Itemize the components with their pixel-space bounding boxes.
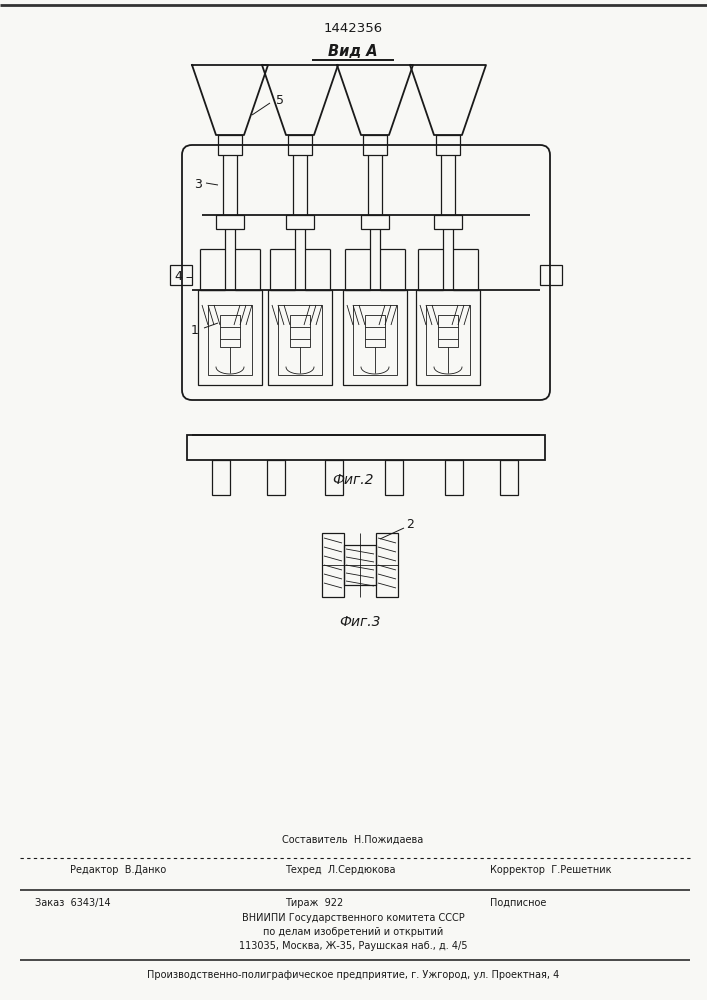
Text: Составитель  Н.Пожидаева: Составитель Н.Пожидаева bbox=[282, 835, 423, 845]
Text: Подписное: Подписное bbox=[490, 898, 547, 908]
Text: 5: 5 bbox=[276, 94, 284, 106]
Text: Производственно-полиграфическое предприятие, г. Ужгород, ул. Проектная, 4: Производственно-полиграфическое предприя… bbox=[147, 970, 559, 980]
Bar bbox=[268, 290, 332, 385]
Bar bbox=[436, 135, 460, 155]
Bar bbox=[353, 305, 397, 375]
Bar bbox=[286, 215, 314, 229]
Text: Фиг.2: Фиг.2 bbox=[332, 473, 374, 487]
Bar bbox=[361, 215, 389, 229]
Bar bbox=[220, 315, 240, 347]
Bar bbox=[416, 290, 480, 385]
Bar bbox=[216, 215, 244, 229]
Text: Корректор  Г.Решетник: Корректор Г.Решетник bbox=[490, 865, 612, 875]
Text: 1: 1 bbox=[191, 324, 199, 336]
Bar bbox=[212, 460, 230, 495]
Bar bbox=[267, 460, 285, 495]
Bar bbox=[365, 315, 385, 347]
Text: Заказ  6343/14: Заказ 6343/14 bbox=[35, 898, 110, 908]
Bar bbox=[278, 305, 322, 375]
Bar bbox=[218, 135, 242, 155]
Bar bbox=[344, 545, 376, 585]
Text: Фиг.3: Фиг.3 bbox=[339, 615, 381, 629]
Bar bbox=[500, 460, 518, 495]
Bar bbox=[426, 305, 470, 375]
Text: 4: 4 bbox=[174, 270, 182, 284]
Bar bbox=[187, 435, 545, 460]
Bar bbox=[376, 533, 398, 597]
Bar bbox=[290, 315, 310, 347]
Text: 1442356: 1442356 bbox=[323, 21, 382, 34]
Bar bbox=[343, 290, 407, 385]
Bar bbox=[385, 460, 403, 495]
Bar bbox=[288, 135, 312, 155]
Text: 2: 2 bbox=[406, 518, 414, 532]
Text: Тираж  922: Тираж 922 bbox=[285, 898, 344, 908]
Bar bbox=[198, 290, 262, 385]
Text: 113035, Москва, Ж-35, Раушская наб., д. 4/5: 113035, Москва, Ж-35, Раушская наб., д. … bbox=[239, 941, 467, 951]
Bar bbox=[322, 533, 344, 597]
Text: Редактор  В.Данко: Редактор В.Данко bbox=[70, 865, 166, 875]
Text: Техред  Л.Сердюкова: Техред Л.Сердюкова bbox=[285, 865, 395, 875]
Bar bbox=[208, 305, 252, 375]
Bar bbox=[170, 265, 192, 285]
Text: ВНИИПИ Государственного комитета СССР: ВНИИПИ Государственного комитета СССР bbox=[242, 913, 464, 923]
Text: Вид А: Вид А bbox=[328, 44, 378, 60]
Bar bbox=[438, 315, 458, 347]
Text: по делам изобретений и открытий: по делам изобретений и открытий bbox=[263, 927, 443, 937]
Bar bbox=[434, 215, 462, 229]
Bar bbox=[540, 265, 562, 285]
Text: 3: 3 bbox=[194, 178, 202, 192]
Bar bbox=[363, 135, 387, 155]
Bar bbox=[325, 460, 343, 495]
Bar bbox=[445, 460, 463, 495]
